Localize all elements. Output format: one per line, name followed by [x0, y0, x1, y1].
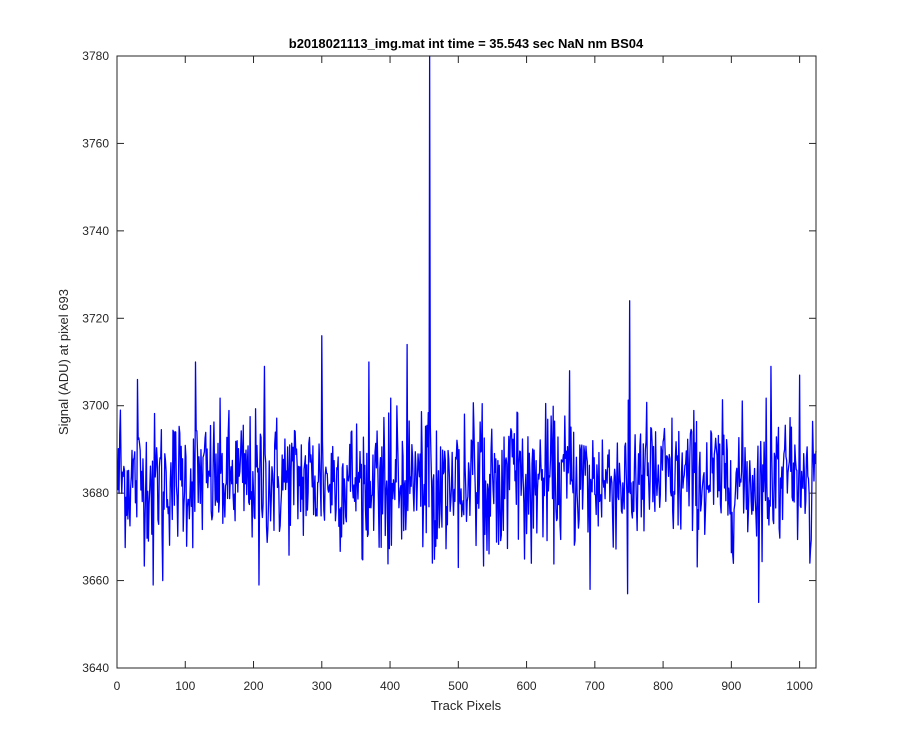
signal-series-line	[117, 55, 817, 604]
x-tick-label: 500	[448, 679, 468, 693]
x-tick-label: 300	[312, 679, 332, 693]
x-tick-label: 1000	[786, 679, 813, 693]
x-axis-ticks: 0 100 200 300 400 500 600 700 800 900 1000	[114, 56, 813, 693]
x-tick-label: 600	[517, 679, 537, 693]
y-tick-label: 3660	[82, 574, 109, 588]
y-tick-label: 3640	[82, 661, 109, 675]
y-tick-label: 3700	[82, 399, 109, 413]
x-axis-label: Track Pixels	[431, 698, 502, 713]
y-tick-label: 3780	[82, 49, 109, 63]
chart-title: b2018021113_img.mat int time = 35.543 se…	[289, 36, 644, 51]
x-tick-label: 0	[114, 679, 121, 693]
axes-frame	[116, 55, 817, 669]
x-tick-label: 200	[244, 679, 264, 693]
y-axis-label: Signal (ADU) at pixel 693	[56, 289, 71, 435]
y-tick-label: 3760	[82, 136, 109, 150]
x-tick-label: 800	[653, 679, 673, 693]
y-tick-label: 3680	[82, 486, 109, 500]
data-layer	[117, 55, 817, 604]
axes-background	[117, 56, 816, 668]
y-tick-label: 3720	[82, 311, 109, 325]
x-tick-label: 100	[175, 679, 195, 693]
x-tick-label: 900	[721, 679, 741, 693]
x-tick-label: 400	[380, 679, 400, 693]
y-tick-label: 3740	[82, 224, 109, 238]
y-axis-ticks: 3640 3660 3680 3700 3720 3740 3760 3780	[82, 49, 816, 675]
x-tick-label: 700	[585, 679, 605, 693]
